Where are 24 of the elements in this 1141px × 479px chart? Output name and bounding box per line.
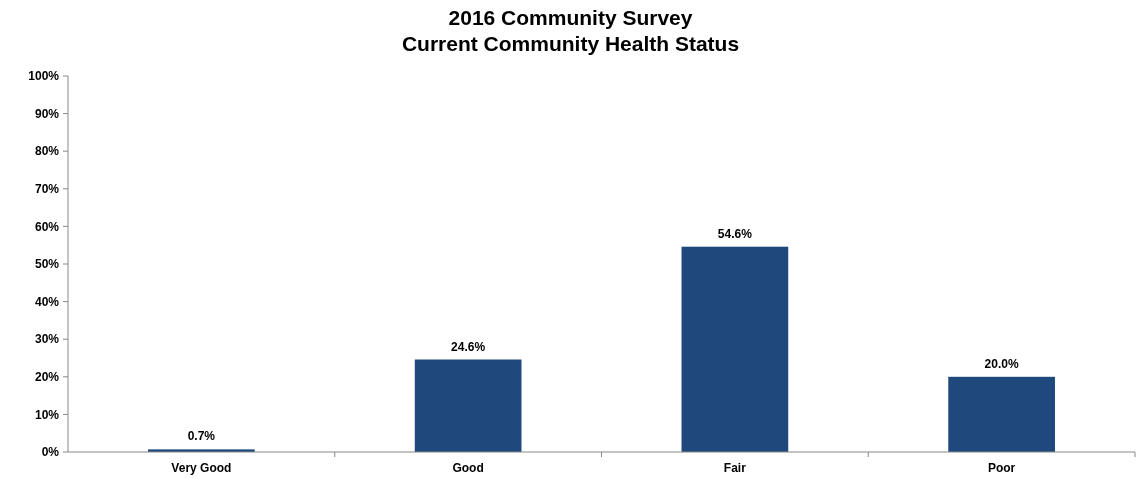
chart-subtitle: Current Community Health Status <box>401 32 740 55</box>
y-tick-label: 20% <box>34 370 60 384</box>
chart-title: 2016 Community Survey <box>448 6 693 29</box>
y-tick-label: 40% <box>34 294 60 309</box>
data-label: 24.6% <box>451 339 486 354</box>
bar <box>414 359 522 452</box>
y-tick-label: 30% <box>34 332 60 347</box>
bar <box>681 246 789 452</box>
y-tick-label: 100% <box>28 69 60 84</box>
data-label: 20.0% <box>984 356 1019 371</box>
x-tick-label: Very Good <box>171 461 232 475</box>
x-tick-label: Good <box>452 461 484 475</box>
x-tick-label: Fair <box>723 461 747 475</box>
y-tick-label: 60% <box>34 219 60 234</box>
y-tick-label: 0% <box>41 445 60 460</box>
y-tick-label: 90% <box>34 106 60 121</box>
data-label: 0.7% <box>187 429 216 444</box>
y-tick-label: 50% <box>34 257 60 272</box>
x-tick-label: Poor <box>987 461 1016 475</box>
bar <box>948 376 1055 452</box>
y-tick-label: 80% <box>34 144 60 159</box>
y-tick-label: 10% <box>34 407 60 422</box>
data-label: 54.6% <box>717 226 753 241</box>
y-tick-label: 70% <box>34 182 60 196</box>
